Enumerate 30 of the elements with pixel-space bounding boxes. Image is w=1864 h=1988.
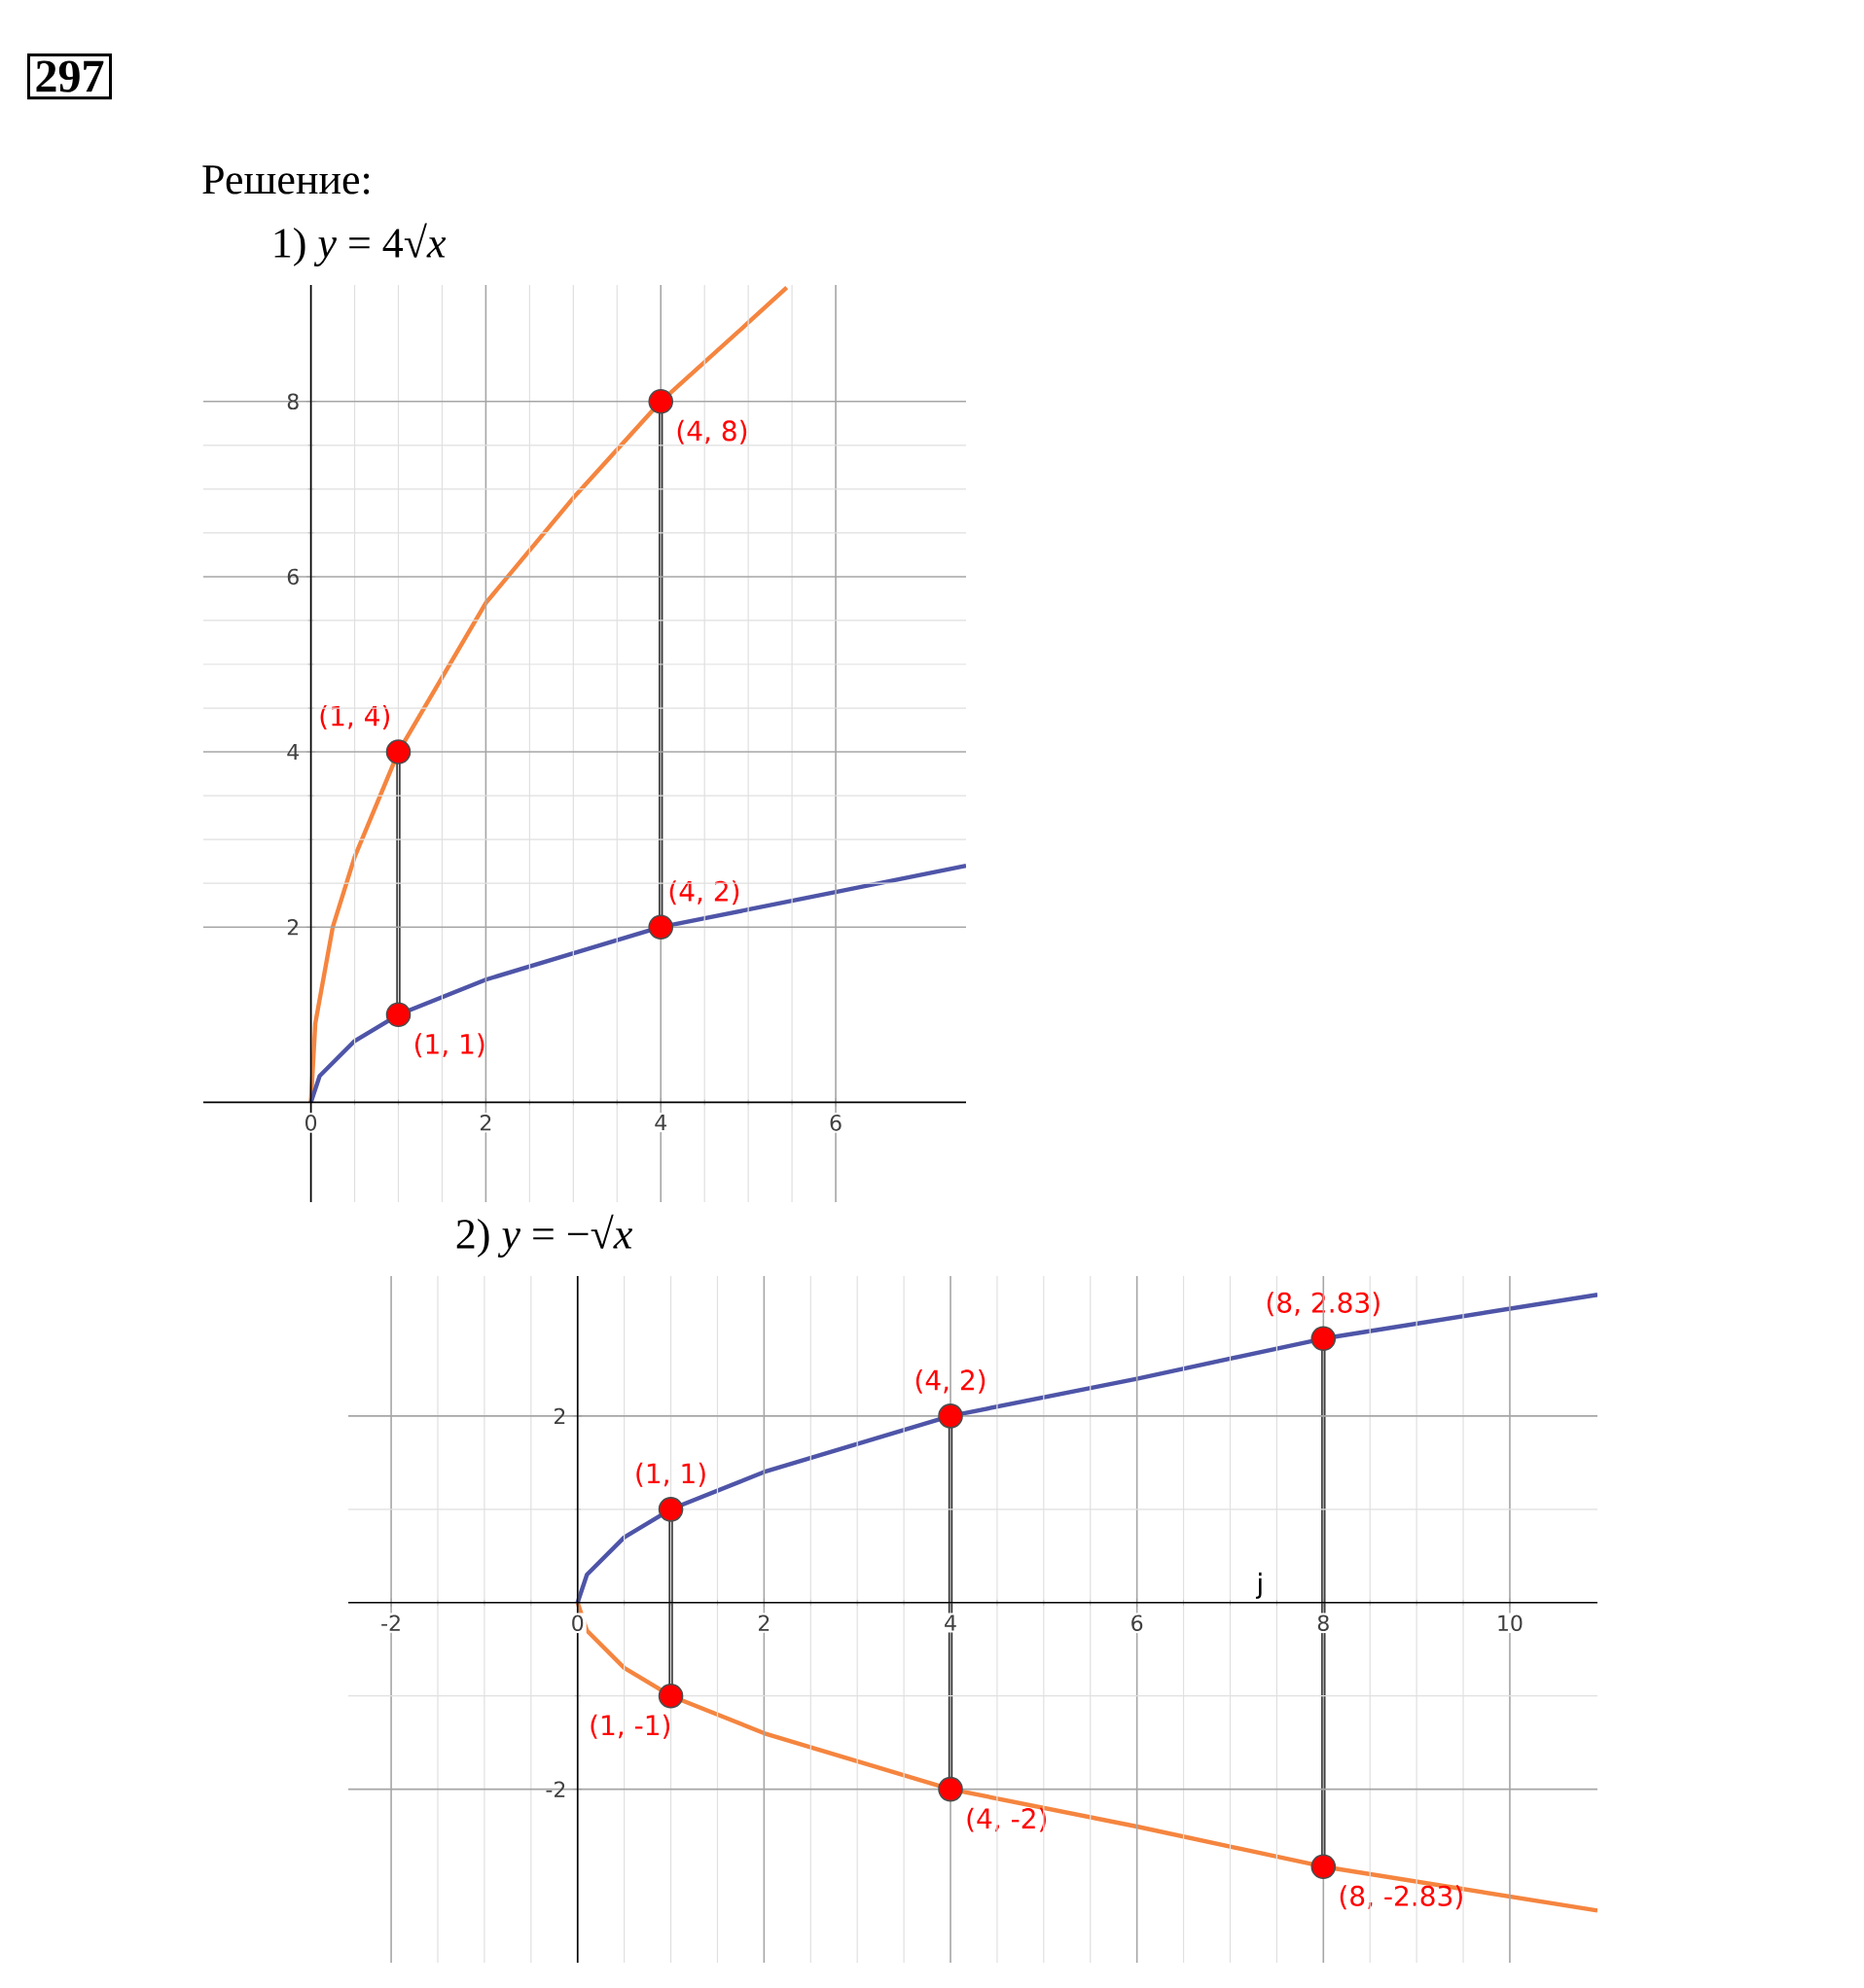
x-tick-label: 2 bbox=[481, 1115, 491, 1131]
x-tick-label: 6 bbox=[830, 1115, 842, 1131]
data-label: (4, 8) bbox=[677, 419, 747, 444]
x-tick-label: 0 bbox=[572, 1615, 584, 1632]
x-tick-label: 0 bbox=[305, 1115, 317, 1131]
y-tick-label: 8 bbox=[287, 393, 299, 410]
data-label: (1, -1) bbox=[591, 1714, 670, 1739]
data-label: (8, -2.83) bbox=[1340, 1885, 1462, 1910]
chart-title: 2) y = −√x bbox=[456, 1214, 632, 1258]
x-tick-label: 2 bbox=[758, 1615, 770, 1631]
data-label: (4, -2) bbox=[967, 1807, 1047, 1832]
x-tick-label: 4 bbox=[945, 1615, 956, 1631]
chart-title: 1) y = 4√x bbox=[274, 223, 447, 266]
annotation: j bbox=[1255, 1572, 1262, 1599]
text: Решение: bbox=[202, 165, 370, 195]
text: 297 bbox=[36, 60, 104, 92]
y-tick-label: 2 bbox=[287, 919, 299, 936]
data-label: (1, 1) bbox=[414, 1033, 484, 1058]
data-label: (8, 2.83) bbox=[1267, 1292, 1380, 1317]
x-tick-label: 10 bbox=[1498, 1615, 1523, 1632]
data-label: (1, 4) bbox=[320, 705, 389, 730]
data-label: (4, 2) bbox=[915, 1368, 986, 1394]
x-tick-label: 4 bbox=[655, 1115, 666, 1131]
x-tick-label: 6 bbox=[1131, 1615, 1143, 1632]
y-tick-label: 6 bbox=[287, 568, 299, 586]
data-label: (4, 2) bbox=[669, 880, 739, 905]
data-label: (1, 1) bbox=[636, 1462, 705, 1487]
x-tick-label: -2 bbox=[381, 1615, 400, 1631]
x-tick-label: 8 bbox=[1317, 1615, 1329, 1632]
y-tick-label: 4 bbox=[287, 744, 300, 761]
